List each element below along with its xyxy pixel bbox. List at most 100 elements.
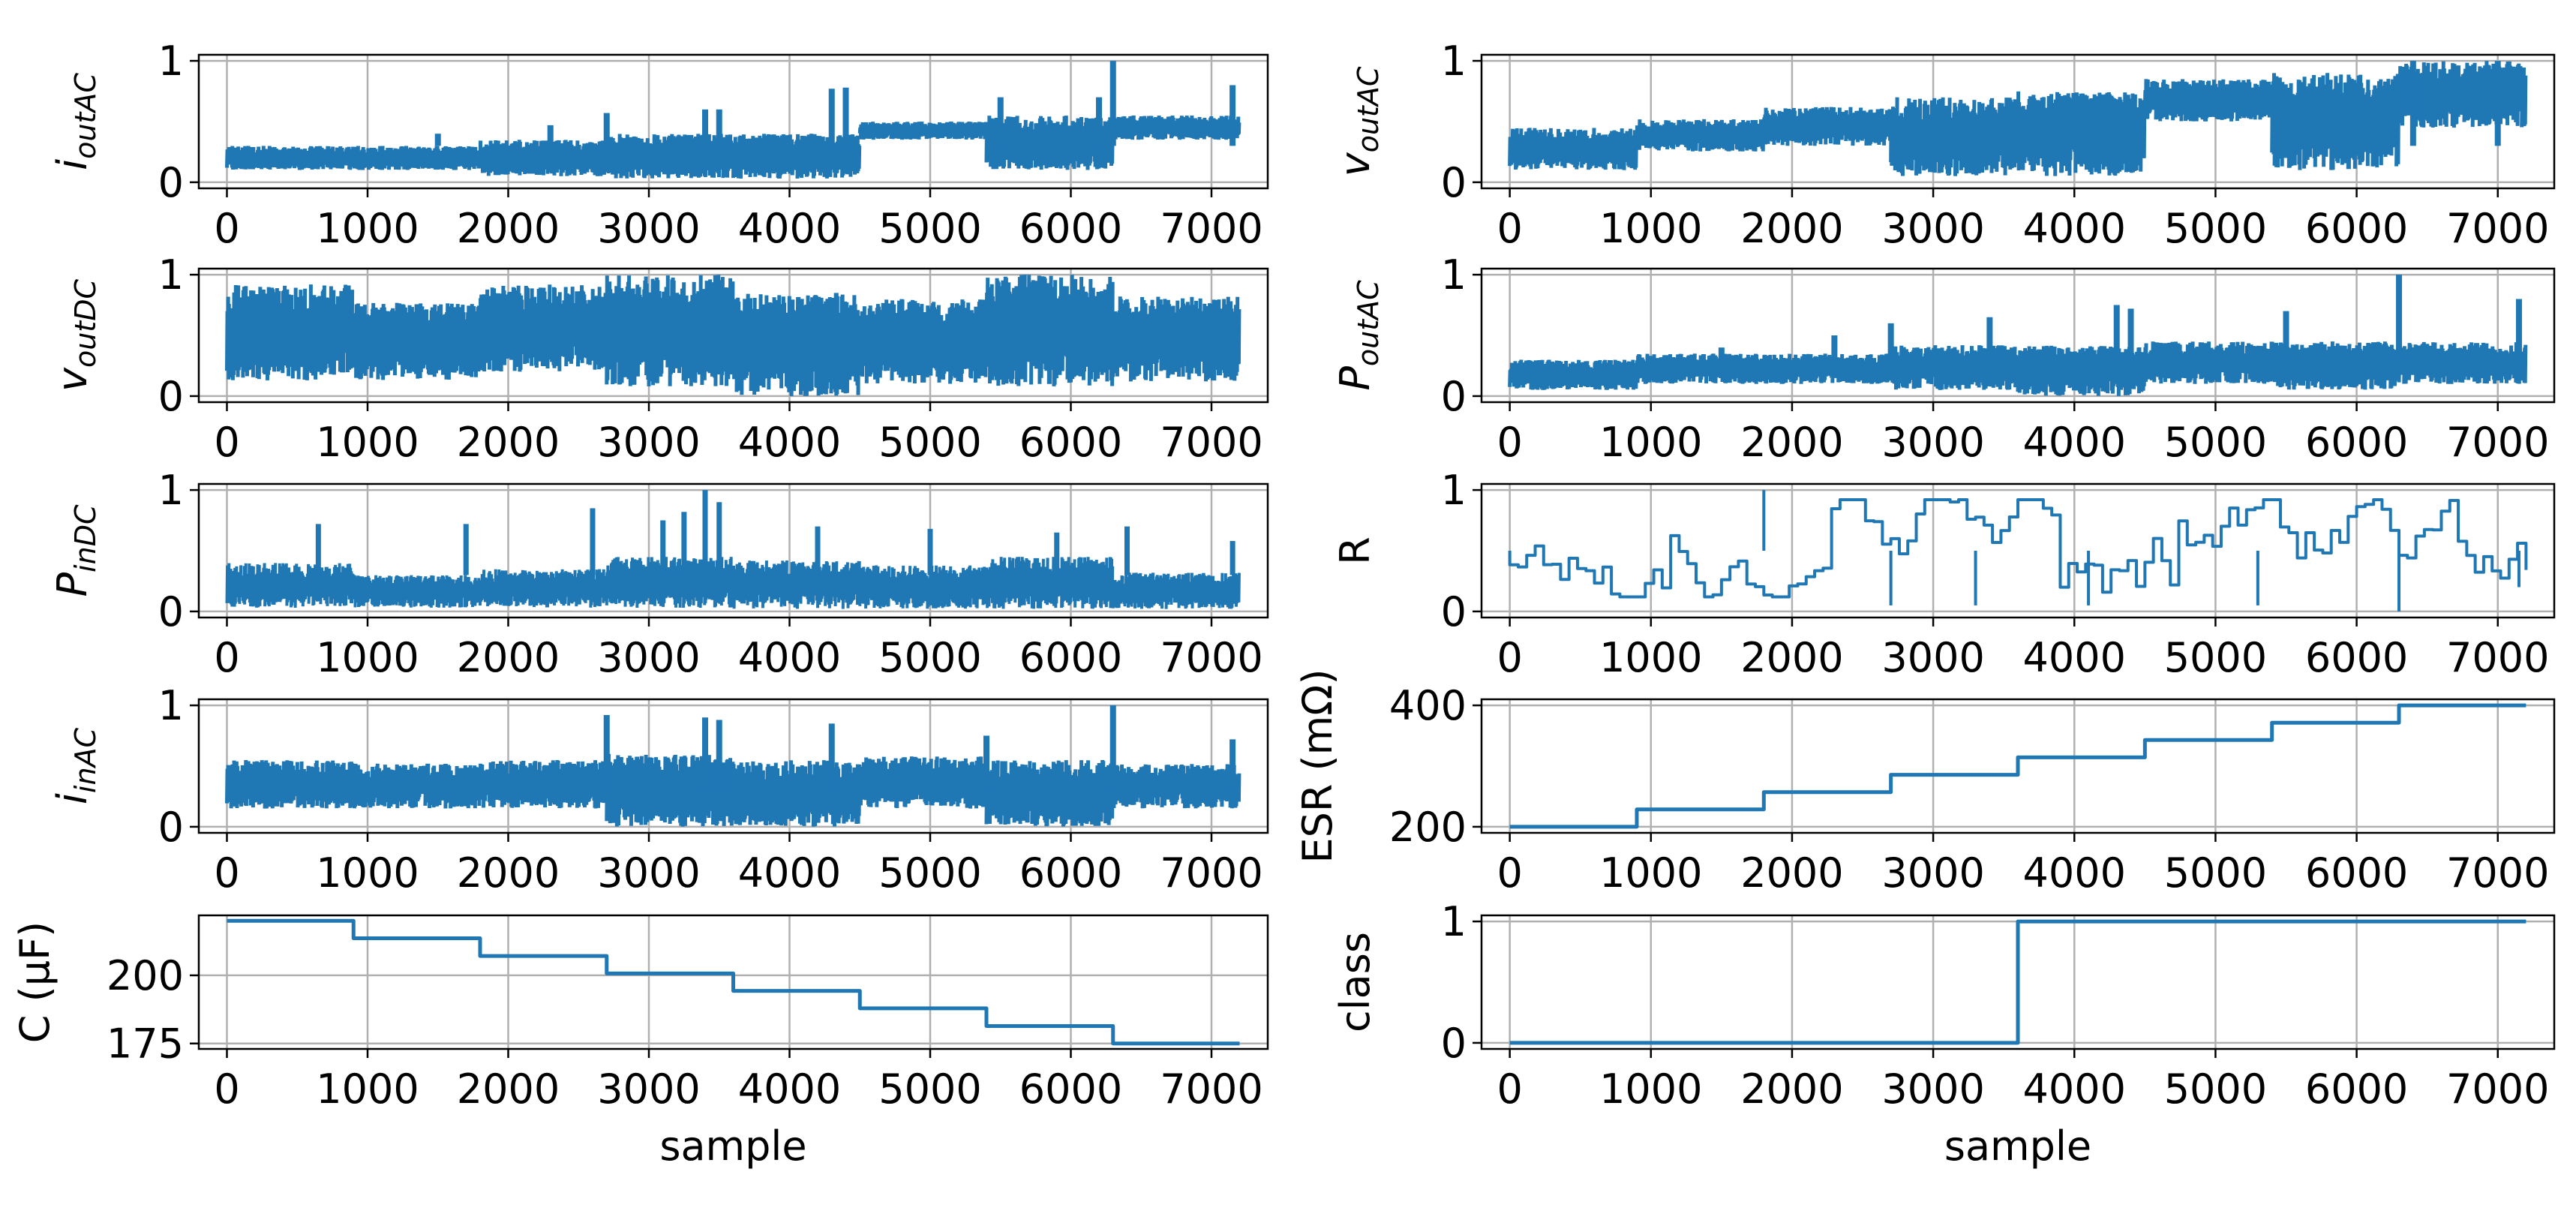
x-tick-label: 3000 — [1881, 634, 1984, 681]
x-tick-label: 1000 — [316, 849, 419, 897]
x-axis-label: sample — [1944, 1122, 2091, 1170]
y-tick-label: 0 — [1441, 159, 1467, 206]
subplot-v_outDC: 0 1000 2000 3000 4000 5000 6000 7000 0 1 voutDC — [49, 251, 1269, 466]
x-tick-label: 2000 — [1740, 634, 1843, 681]
axes-frame — [197, 267, 1269, 404]
axes-frame — [1480, 482, 2556, 619]
y-tick-label: 1 — [1441, 251, 1467, 299]
x-tick-label: 1000 — [316, 205, 419, 252]
x-tick-label: 1000 — [1599, 419, 1702, 466]
y-tick-label: 1 — [1441, 898, 1467, 945]
x-tick-label: 1000 — [1599, 1065, 1702, 1113]
x-tick-label: 7000 — [2446, 849, 2549, 897]
x-tick-label: 2000 — [457, 634, 560, 681]
x-tick-label: 7000 — [2446, 419, 2549, 466]
x-axis-label: sample — [659, 1122, 806, 1170]
x-tick-label: 1000 — [316, 634, 419, 681]
x-tick-label: 7000 — [1160, 634, 1262, 681]
y-axis-label: ESR (mΩ) — [1294, 669, 1341, 863]
x-tick-label: 5000 — [878, 419, 981, 466]
x-tick-label: 6000 — [1019, 419, 1122, 466]
y-axis-label: voutAC — [1332, 66, 1385, 176]
x-tick-label: 0 — [1497, 849, 1522, 897]
x-tick-label: 0 — [1497, 634, 1522, 681]
subplot-ESR: 0 1000 2000 3000 4000 5000 6000 7000 200 400 ESR (… — [1294, 669, 2556, 897]
y-tick-label: 0 — [158, 373, 184, 420]
x-tick-label: 6000 — [1019, 634, 1122, 681]
series-band-P_outAC — [1508, 341, 2528, 396]
x-tick-label: 7000 — [1160, 419, 1262, 466]
x-tick-label: 0 — [214, 634, 239, 681]
x-tick-label: 1000 — [316, 419, 419, 466]
x-tick-label: 6000 — [1019, 849, 1122, 897]
x-tick-label: 5000 — [2164, 419, 2267, 466]
y-axis-label: C (μF) — [11, 921, 59, 1043]
y-tick-label: 0 — [158, 804, 184, 851]
axes-frame — [197, 53, 1269, 190]
x-tick-label: 6000 — [2305, 1065, 2408, 1113]
x-tick-label: 3000 — [1881, 1065, 1984, 1113]
y-axis-label: class — [1332, 932, 1379, 1032]
x-tick-label: 3000 — [597, 634, 700, 681]
axes-frame — [197, 914, 1269, 1050]
series-band-P_inDC — [225, 557, 1241, 609]
x-tick-label: 3000 — [1881, 849, 1984, 897]
x-tick-label: 7000 — [2446, 634, 2549, 681]
x-tick-label: 2000 — [1740, 205, 1843, 252]
y-axis-label: R — [1332, 536, 1379, 565]
x-tick-label: 4000 — [2023, 1065, 2126, 1113]
y-tick-label: 400 — [1389, 682, 1467, 729]
axes-frame — [197, 482, 1269, 619]
y-tick-label: 1 — [158, 467, 184, 514]
x-tick-label: 7000 — [2446, 205, 2549, 252]
y-tick-label: 200 — [107, 952, 184, 999]
x-tick-label: 2000 — [457, 205, 560, 252]
x-tick-label: 3000 — [1881, 419, 1984, 466]
x-tick-label: 6000 — [2305, 205, 2408, 252]
y-tick-label: 175 — [107, 1020, 184, 1068]
y-tick-label: 0 — [158, 159, 184, 206]
x-tick-label: 5000 — [2164, 1065, 2267, 1113]
x-tick-label: 6000 — [1019, 205, 1122, 252]
x-tick-label: 4000 — [2023, 849, 2126, 897]
series-line-class — [1509, 919, 2526, 1045]
x-tick-label: 4000 — [738, 1065, 841, 1113]
axes-frame — [1480, 53, 2556, 190]
x-tick-label: 4000 — [738, 205, 841, 252]
x-tick-label: 0 — [1497, 1065, 1522, 1113]
y-tick-label: 200 — [1389, 804, 1467, 851]
x-tick-label: 4000 — [2023, 205, 2126, 252]
x-tick-label: 6000 — [1019, 1065, 1122, 1113]
axes-frame — [197, 698, 1269, 834]
y-tick-label: 1 — [158, 38, 184, 85]
x-tick-label: 3000 — [1881, 205, 1984, 252]
x-tick-label: 2000 — [457, 849, 560, 897]
subplot-v_outAC: 0 1000 2000 3000 4000 5000 6000 7000 0 1 voutAC — [1332, 38, 2556, 252]
x-tick-label: 2000 — [1740, 1065, 1843, 1113]
y-tick-label: 1 — [1441, 467, 1467, 514]
x-tick-label: 1000 — [316, 1065, 419, 1113]
series-line-ESR — [1509, 703, 2526, 829]
x-tick-label: 0 — [214, 1065, 239, 1113]
y-tick-label: 0 — [1441, 588, 1467, 636]
x-tick-label: 4000 — [2023, 634, 2126, 681]
y-tick-label: 1 — [1441, 38, 1467, 85]
x-tick-label: 2000 — [1740, 419, 1843, 466]
x-tick-label: 5000 — [2164, 205, 2267, 252]
axes-frame — [1480, 698, 2556, 834]
x-tick-label: 1000 — [1599, 849, 1702, 897]
x-tick-label: 6000 — [2305, 419, 2408, 466]
y-axis-label: PoutAC — [1332, 280, 1385, 391]
subplot-i_inAC: 0 1000 2000 3000 4000 5000 6000 7000 0 1 iinAC — [49, 682, 1269, 897]
x-tick-label: 4000 — [738, 419, 841, 466]
x-tick-label: 6000 — [2305, 849, 2408, 897]
y-axis-label: ioutAC — [49, 73, 102, 170]
x-tick-label: 0 — [214, 205, 239, 252]
series-line-R — [1508, 498, 2528, 599]
x-tick-label: 5000 — [878, 1065, 981, 1113]
x-tick-label: 5000 — [878, 205, 981, 252]
x-tick-label: 1000 — [1599, 205, 1702, 252]
x-tick-label: 7000 — [1160, 205, 1262, 252]
x-tick-label: 0 — [214, 849, 239, 897]
